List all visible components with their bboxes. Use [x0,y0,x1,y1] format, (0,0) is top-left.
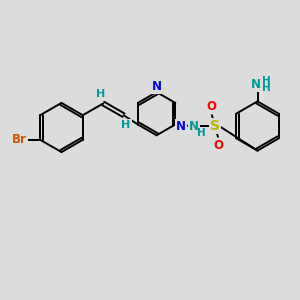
Text: N: N [251,78,261,92]
Text: H: H [122,120,130,130]
Text: H: H [197,128,206,138]
Text: H: H [96,89,105,99]
Text: H: H [262,83,270,93]
Text: Br: Br [12,133,27,146]
Text: S: S [210,119,220,133]
Text: N: N [152,80,162,93]
Text: N: N [189,119,199,133]
Text: H: H [262,76,270,86]
Text: N: N [176,119,186,133]
Text: O: O [206,100,216,113]
Text: O: O [214,139,224,152]
